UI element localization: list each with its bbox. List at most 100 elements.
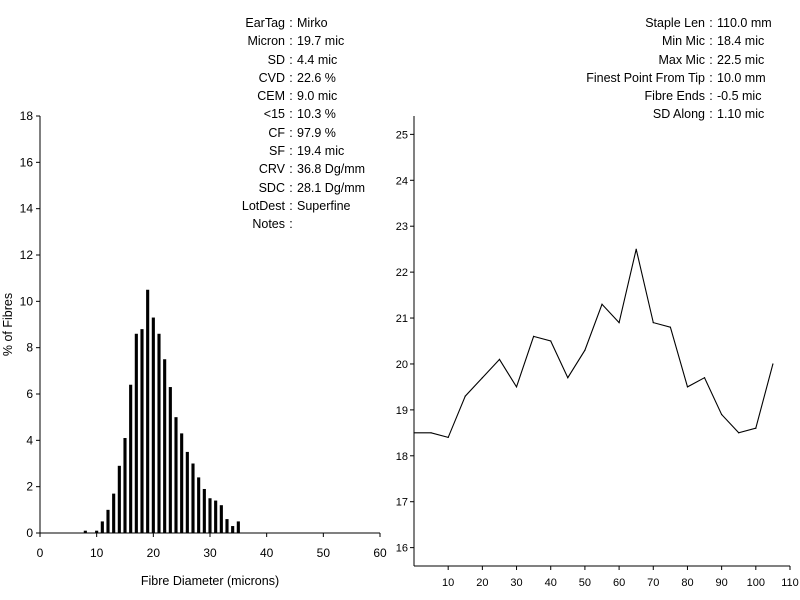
left-stat-value: 19.4 mic: [297, 144, 345, 159]
left-stat-label: Micron: [247, 34, 285, 49]
right-stat-label: Fibre Ends: [644, 89, 705, 104]
left-stat-label: LotDest: [241, 198, 285, 213]
left-stat-label: SD: [267, 52, 285, 67]
right-stat-value: -0.5 mic: [717, 89, 762, 104]
right-stat-label: Min Mic: [661, 34, 705, 49]
hist-bar: [151, 317, 155, 533]
left-stat-label: <15: [263, 107, 285, 122]
left-stat-value: 10.3 %: [297, 107, 336, 122]
left-stat-row: CEM:9.0 mic: [195, 87, 407, 105]
hist-x-tick-label: 10: [90, 546, 104, 560]
left-stat-value: 36.8 Dg/mm: [297, 162, 366, 177]
left-stat-separator: :: [289, 16, 293, 30]
left-stat-value: Superfine: [297, 198, 351, 213]
left-stat-label: CEM: [257, 89, 285, 104]
hist-x-tick-label: 30: [203, 546, 217, 560]
hist-bar: [123, 438, 127, 533]
hist-y-tick-label: 10: [20, 294, 34, 308]
right-stat-row: Max Mic:22.5 mic: [540, 51, 797, 69]
hist-y-tick-label: 4: [26, 433, 33, 447]
hist-bar: [168, 387, 172, 533]
left-stat-row: SDC:28.1 Dg/mm: [195, 179, 407, 197]
left-stat-row: SD:4.4 mic: [195, 51, 407, 69]
left-stat-row: EarTag: Mirko: [195, 14, 407, 32]
right-stat-separator: :: [709, 52, 713, 67]
right-stat-value: 1.10 mic: [717, 107, 765, 122]
hist-x-tick-label: 60: [373, 546, 387, 560]
left-stat-row: Micron:19.7 mic: [195, 32, 407, 50]
hist-bar: [197, 477, 201, 533]
left-stat-label: CVD: [258, 70, 285, 85]
hist-bar: [214, 500, 218, 533]
left-stat-label: Notes: [252, 217, 285, 232]
left-stat-row: SF:19.4 mic: [195, 142, 407, 160]
left-stat-separator: :: [289, 89, 293, 104]
hist-bar: [180, 433, 184, 533]
left-stat-separator: :: [289, 217, 293, 232]
hist-x-tick-label: 0: [37, 546, 44, 560]
left-stats-panel: EarTag: Mirko Micron:19.7 mic SD:4.4 mic CVD…: [195, 14, 407, 234]
hist-bar: [236, 521, 240, 533]
hist-y-tick-label: 12: [20, 248, 34, 262]
left-stat-separator: :: [289, 52, 293, 67]
left-stat-value: 19.7 mic: [297, 34, 345, 49]
left-stat-separator: :: [289, 70, 293, 85]
right-stat-separator: :: [709, 70, 713, 85]
right-stat-value: 18.4 mic: [717, 34, 765, 49]
hist-bar: [231, 526, 235, 533]
hist-bar: [191, 463, 195, 533]
hist-y-tick-label: 2: [26, 480, 33, 494]
left-stat-label: SF: [269, 144, 285, 159]
right-stat-label: SD Along: [652, 107, 705, 122]
left-stat-separator: :: [289, 107, 293, 122]
left-stat-label: EarTag: [245, 16, 285, 30]
left-stat-row: CRV:36.8 Dg/mm: [195, 160, 407, 178]
left-stat-separator: :: [289, 34, 293, 49]
left-stat-label: SDC: [258, 180, 285, 195]
left-stat-separator: :: [289, 125, 293, 140]
left-stat-label: CRV: [258, 162, 285, 177]
hist-y-tick-label: 14: [20, 202, 34, 216]
left-stat-row: LotDest: Superfine: [195, 197, 407, 215]
hist-y-tick-label: 0: [26, 526, 33, 540]
hist-bar: [100, 521, 104, 533]
hist-bar: [185, 451, 189, 533]
right-stat-row: Min Mic:18.4 mic: [540, 32, 797, 50]
hist-y-tick-label: 18: [20, 109, 34, 123]
hist-x-tick-label: 50: [317, 546, 331, 560]
left-stat-value: 9.0 mic: [297, 89, 338, 104]
hist-x-tick-label: 20: [147, 546, 161, 560]
hist-bar: [225, 519, 229, 533]
right-stat-row: SD Along:1.10 mic: [540, 105, 797, 123]
hist-bar: [83, 530, 87, 533]
right-stat-row: Fibre Ends: -0.5 mic: [540, 87, 797, 105]
hist-bar: [129, 384, 133, 533]
right-stat-separator: :: [709, 34, 713, 49]
right-stat-separator: :: [709, 16, 713, 30]
right-stat-label: Staple Len: [645, 16, 705, 30]
hist-bar: [112, 493, 116, 533]
left-stat-value: 22.6 %: [297, 70, 336, 85]
left-stat-row: CF:97.9 %: [195, 124, 407, 142]
right-stat-label: Max Mic: [658, 52, 705, 67]
left-stat-value: 4.4 mic: [297, 52, 338, 67]
left-stat-value: 28.1 Dg/mm: [297, 180, 366, 195]
left-stat-separator: :: [289, 162, 293, 177]
hist-y-tick-label: 16: [20, 155, 34, 169]
left-stat-row: Notes:: [195, 215, 407, 233]
left-stat-row: CVD:22.6 %: [195, 69, 407, 87]
left-stat-value: 97.9 %: [297, 125, 336, 140]
hist-bar: [95, 530, 99, 533]
hist-bar: [163, 359, 167, 533]
hist-y-tick-label: 6: [26, 387, 33, 401]
hist-bar: [117, 465, 121, 533]
right-stat-row: Staple Len:110.0 mm: [540, 14, 797, 32]
hist-bar: [140, 329, 144, 533]
right-stat-value: 10.0 mm: [717, 70, 766, 85]
right-stat-value: 22.5 mic: [717, 52, 765, 67]
right-stat-separator: :: [709, 107, 713, 122]
left-stat-value: Mirko: [297, 16, 328, 30]
right-stat-separator: :: [709, 89, 713, 104]
hist-bar: [106, 509, 110, 533]
